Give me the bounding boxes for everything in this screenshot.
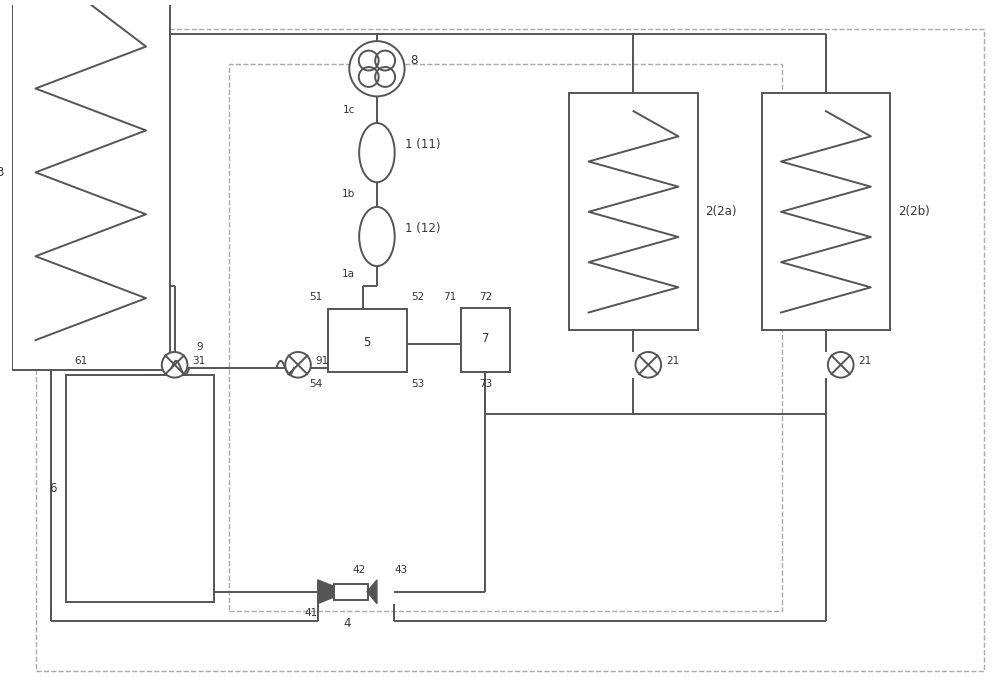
Bar <box>334 584 368 600</box>
Bar <box>328 308 407 372</box>
Text: 43: 43 <box>395 565 408 575</box>
Text: 2(2a): 2(2a) <box>706 206 737 218</box>
Text: 53: 53 <box>411 379 425 389</box>
Circle shape <box>349 41 405 96</box>
Text: 73: 73 <box>479 379 492 389</box>
Bar <box>461 308 510 372</box>
Text: 3: 3 <box>0 166 4 179</box>
Ellipse shape <box>359 207 395 266</box>
Text: 31: 31 <box>192 356 206 366</box>
Bar <box>229 64 782 612</box>
Text: 1b: 1b <box>342 189 355 199</box>
Text: 4: 4 <box>344 617 351 630</box>
Text: 8: 8 <box>411 55 418 67</box>
Polygon shape <box>318 580 347 604</box>
Text: 52: 52 <box>411 291 425 302</box>
Text: 9: 9 <box>196 342 203 352</box>
Circle shape <box>635 352 661 377</box>
Text: 21: 21 <box>666 356 679 366</box>
Ellipse shape <box>359 123 395 182</box>
Bar <box>12 0 170 370</box>
Text: 42: 42 <box>352 565 366 575</box>
Circle shape <box>162 352 187 377</box>
Text: 71: 71 <box>443 291 456 302</box>
Text: 1 (11): 1 (11) <box>405 138 440 151</box>
Text: 7: 7 <box>482 331 489 345</box>
Text: 21: 21 <box>858 356 872 366</box>
Bar <box>66 375 214 602</box>
Text: 41: 41 <box>304 608 318 619</box>
Text: 51: 51 <box>309 291 323 302</box>
Text: 1a: 1a <box>342 269 355 279</box>
Circle shape <box>828 352 854 377</box>
Text: 91: 91 <box>316 356 329 366</box>
Text: 2(2b): 2(2b) <box>898 206 930 218</box>
Text: 6: 6 <box>49 482 56 495</box>
Text: 1c: 1c <box>343 106 355 115</box>
Text: 1 (12): 1 (12) <box>405 222 440 235</box>
Circle shape <box>285 352 311 377</box>
Polygon shape <box>367 580 377 604</box>
Text: 54: 54 <box>309 379 323 389</box>
Text: 5: 5 <box>363 336 371 349</box>
Bar <box>762 94 890 330</box>
Bar <box>569 94 698 330</box>
Text: 61: 61 <box>74 356 87 366</box>
Text: 72: 72 <box>479 291 492 302</box>
